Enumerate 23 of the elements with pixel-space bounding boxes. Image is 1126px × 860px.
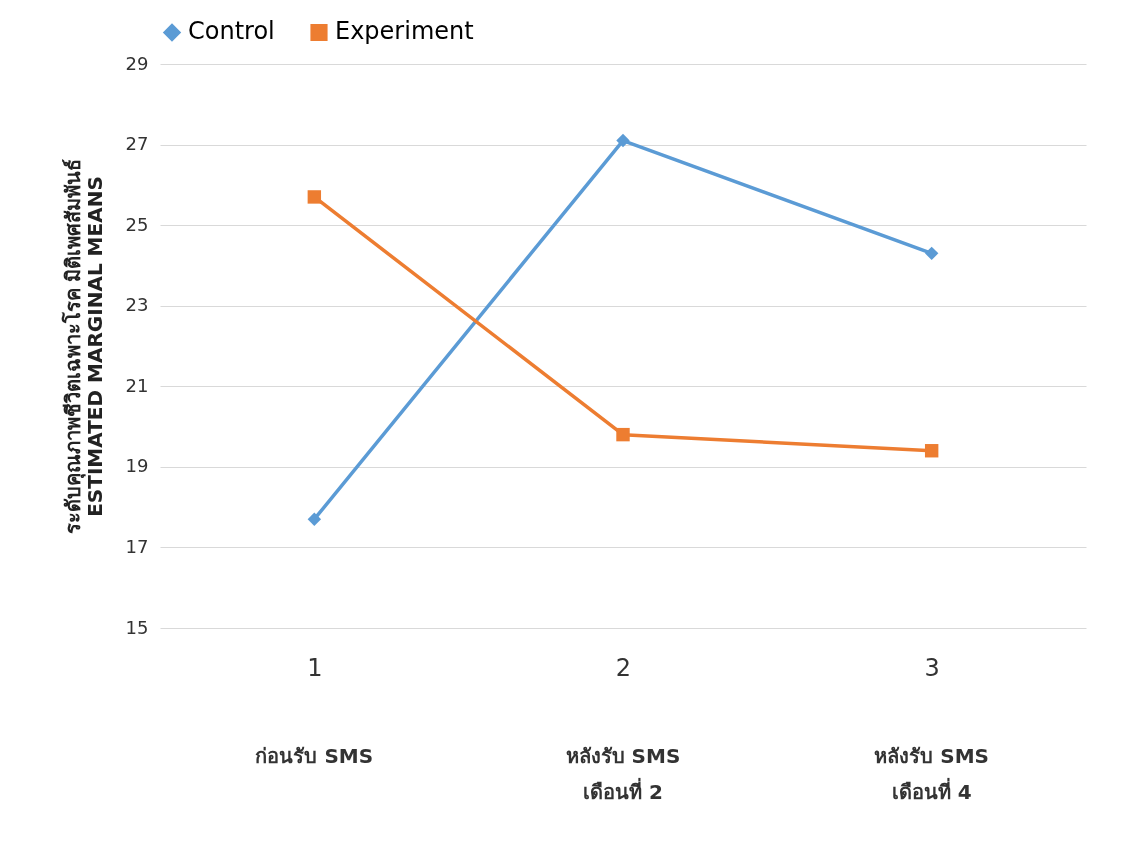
y-tick-label: 25	[125, 213, 149, 235]
point	[307, 512, 322, 526]
point	[924, 246, 939, 261]
point	[307, 190, 322, 204]
point	[616, 427, 630, 442]
x-tick-label: 3	[924, 653, 940, 682]
point	[924, 444, 939, 458]
text: ก่อนรับ SMS	[255, 744, 374, 768]
y-tick-label: 23	[125, 294, 149, 316]
y-tick-label: 15	[125, 616, 149, 638]
legend-label: Control	[188, 17, 275, 46]
x-tick-label: 2	[615, 653, 632, 682]
legend-label: Experiment	[335, 17, 474, 46]
point	[616, 133, 630, 148]
y-tick-label: 27	[125, 133, 149, 155]
x-tick-label: 1	[307, 653, 323, 682]
text: หลังรับ SMS เดือนที่ 2	[565, 744, 681, 804]
y-tick-label: 19	[125, 455, 149, 477]
text: หลังรับ SMS เดือนที่ 4	[874, 744, 990, 804]
y-axis-title: ระดับคุณภาพชีวิตเฉพาะโรค มิติเพศสัมพันธ์ ESTIMATED MARGINAL MEANS	[60, 158, 107, 535]
y-tick-label: 21	[125, 374, 149, 396]
y-tick-label: 29	[125, 52, 149, 74]
y-tick-label: 17	[125, 535, 149, 557]
